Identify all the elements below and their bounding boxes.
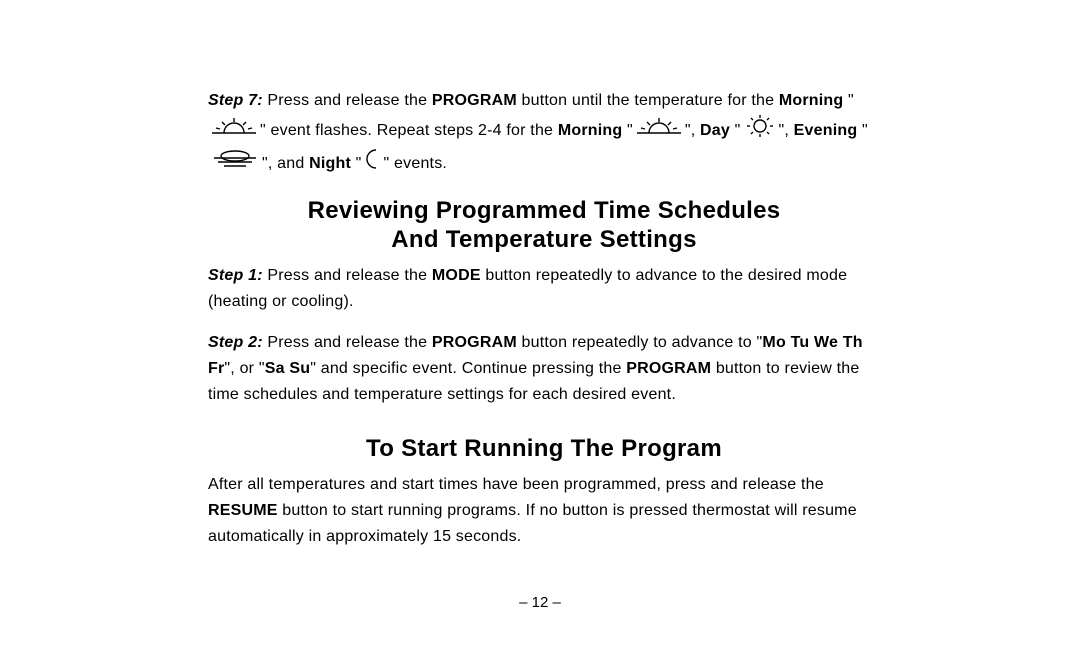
review-step2: Step 2: Press and release the PROGRAM bu… xyxy=(208,330,880,409)
program-button-ref: PROGRAM xyxy=(432,92,517,109)
q1b: " event flashes. Repeat steps 2-4 for th… xyxy=(260,122,558,139)
q5b: " events. xyxy=(384,155,448,172)
rs2-t3: ", or " xyxy=(224,360,264,377)
sunrise-icon-2 xyxy=(635,116,683,145)
rs1-t1: Press and release the xyxy=(267,267,432,284)
mode-button-ref: MODE xyxy=(432,267,481,284)
heading-reviewing-l2: And Temperature Settings xyxy=(208,226,880,255)
rs2-t1: Press and release the xyxy=(267,334,432,351)
review-step1: Step 1: Press and release the MODE butto… xyxy=(208,263,880,316)
q4a: " xyxy=(857,122,868,139)
moon-icon xyxy=(364,148,382,179)
step7-paragraph: Step 7: Press and release the PROGRAM bu… xyxy=(208,88,880,179)
step7-t1: Press and release the xyxy=(267,92,432,109)
step7-t2: button until the temperature for the xyxy=(517,92,779,109)
morning-label-1: Morning xyxy=(779,92,844,109)
run-t2: button to start running programs. If no … xyxy=(208,502,857,545)
q2b: ", xyxy=(685,122,700,139)
night-label: Night xyxy=(309,155,351,172)
q3b: ", xyxy=(779,122,794,139)
review-step2-label: Step 2: xyxy=(208,334,263,351)
q2a: " xyxy=(622,122,633,139)
rs2-t2: button repeatedly to advance to " xyxy=(517,334,763,351)
heading-reviewing-l1: Reviewing Programmed Time Schedules xyxy=(208,197,880,226)
evening-label: Evening xyxy=(794,122,858,139)
step7-label: Step 7: xyxy=(208,92,263,109)
review-step1-label: Step 1: xyxy=(208,267,263,284)
q4b: ", and xyxy=(262,155,309,172)
day-label: Day xyxy=(700,122,730,139)
program-button-ref-3: PROGRAM xyxy=(626,360,711,377)
q5a: " xyxy=(351,155,362,172)
morning-label-2: Morning xyxy=(558,122,623,139)
q1a: " xyxy=(843,92,854,109)
heading-reviewing: Reviewing Programmed Time Schedules And … xyxy=(208,197,880,255)
rs2-t4: " and specific event. Continue pressing … xyxy=(310,360,626,377)
manual-page: Step 7: Press and release the PROGRAM bu… xyxy=(0,0,1080,669)
sunset-icon xyxy=(210,148,260,179)
q3a: " xyxy=(730,122,741,139)
heading-start-running: To Start Running The Program xyxy=(208,435,880,464)
run-t1: After all temperatures and start times h… xyxy=(208,476,824,493)
weekend-text: Sa Su xyxy=(265,360,310,377)
sunrise-icon xyxy=(210,116,258,145)
page-number: – 12 – xyxy=(0,594,1080,611)
program-button-ref-2: PROGRAM xyxy=(432,334,517,351)
resume-button-ref: RESUME xyxy=(208,502,278,519)
sun-icon xyxy=(743,114,777,147)
start-running-para: After all temperatures and start times h… xyxy=(208,472,880,551)
